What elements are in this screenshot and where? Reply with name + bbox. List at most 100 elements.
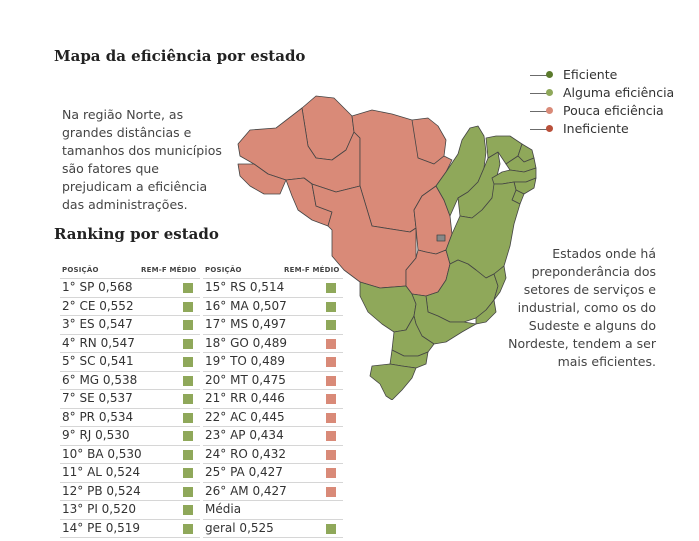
ranking-header: POSIÇÃO REM-F MÉDIO [60, 264, 200, 278]
ranking-row: 8° PR 0,534 [60, 407, 200, 427]
ranking-row: 12° PB 0,524 [60, 481, 200, 501]
ranking-text: 13° PI 0,520 [62, 502, 137, 516]
ranking-row: 20° MT 0,475 [203, 370, 343, 390]
efficiency-swatch [326, 338, 336, 349]
state-es [493, 265, 507, 301]
legend-item: Eficiente [530, 66, 674, 84]
efficiency-swatch [326, 375, 336, 386]
efficiency-swatch [183, 283, 193, 293]
efficiency-swatch [326, 301, 336, 312]
efficiency-swatch [183, 449, 193, 460]
legend-label: Ineficiente [563, 121, 629, 136]
ranking-text: 4° RN 0,547 [62, 335, 135, 350]
ranking-row: geral 0,525 [203, 518, 343, 538]
legend-label: Pouca eficiência [563, 103, 664, 118]
ranking-text: 7° SE 0,537 [62, 391, 133, 405]
ranking-row: Média [203, 500, 343, 519]
efficiency-swatch [183, 301, 193, 312]
state-ms [359, 281, 417, 333]
ranking-row: 14° PE 0,519 [60, 518, 200, 538]
ranking-title: Ranking por estado [54, 225, 219, 243]
ranking-text: 5° SC 0,541 [62, 354, 134, 368]
ranking-row: 25° PA 0,427 [203, 463, 343, 482]
ranking-row: 9° RJ 0,530 [60, 426, 200, 445]
legend-swatch [546, 107, 553, 114]
efficiency-swatch [183, 412, 193, 423]
ranking-row: 6° MG 0,538 [60, 370, 200, 390]
ranking-column-2: POSIÇÃO REM-F MÉDIO 15° RS 0,514 16° MA 0… [203, 264, 343, 538]
efficiency-swatch [183, 375, 193, 386]
efficiency-swatch [183, 523, 193, 534]
position-header: POSIÇÃO [205, 266, 242, 274]
legend-line [530, 129, 552, 130]
ranking-text: 19° TO 0,489 [205, 354, 286, 368]
legend-line [530, 111, 552, 112]
legend: Eficiente Alguma eficiência Pouca eficiênc… [530, 66, 674, 138]
ranking-row: 19° TO 0,489 [203, 352, 343, 371]
ranking-text: 25° PA 0,427 [205, 465, 283, 479]
legend-swatch [546, 125, 553, 132]
efficiency-swatch [183, 320, 193, 330]
ranking-text: 26° AM 0,427 [205, 483, 287, 498]
ranking-row: 18° GO 0,489 [203, 333, 343, 353]
map-title: Mapa da eficiência por estado [54, 47, 306, 65]
ranking-row: 24° RO 0,432 [203, 444, 343, 464]
ranking-text: 22° AC 0,445 [205, 409, 285, 424]
ranking-text: 9° RJ 0,530 [62, 428, 130, 442]
ranking-text: 1° SP 0,568 [62, 280, 133, 294]
state-rs [369, 363, 417, 400]
efficiency-swatch [183, 394, 193, 404]
legend-label: Eficiente [563, 67, 618, 82]
ranking-row: 7° SE 0,537 [60, 389, 200, 408]
ranking-text: 3° ES 0,547 [62, 317, 133, 331]
ranking-text: 6° MG 0,538 [62, 372, 138, 387]
efficiency-swatch [183, 431, 193, 441]
efficiency-swatch [183, 505, 193, 515]
state-ac [237, 163, 287, 195]
ranking-row: 21° RR 0,446 [203, 389, 343, 408]
efficiency-swatch [326, 283, 336, 293]
north-region-note: Na região Norte, as grandes distâncias e… [62, 107, 222, 212]
ranking-row: 3° ES 0,547 [60, 315, 200, 334]
rem-header: REM-F MÉDIO [284, 266, 340, 274]
ranking-rows: 15° RS 0,514 16° MA 0,507 17° MS 0,497 18° … [203, 278, 343, 538]
efficiency-swatch [326, 320, 336, 330]
efficiency-swatch [326, 412, 336, 423]
ranking-row: 2° CE 0,552 [60, 296, 200, 316]
legend-item: Pouca eficiência [530, 102, 674, 120]
legend-swatch [546, 71, 553, 78]
position-header: POSIÇÃO [62, 266, 99, 274]
ranking-header: POSIÇÃO REM-F MÉDIO [203, 264, 343, 278]
legend-item: Alguma eficiência [530, 84, 674, 102]
ranking-row: 26° AM 0,427 [203, 481, 343, 501]
ranking-text: 17° MS 0,497 [205, 317, 287, 331]
ranking-text: 8° PR 0,534 [62, 409, 134, 424]
brazil-map [237, 95, 537, 400]
efficiency-swatch [183, 486, 193, 497]
ranking-row: 4° RN 0,547 [60, 333, 200, 353]
ranking-row: 17° MS 0,497 [203, 315, 343, 334]
ranking-text: 11° AL 0,524 [62, 465, 141, 479]
rem-header: REM-F MÉDIO [141, 266, 197, 274]
ranking-row: 16° MA 0,507 [203, 296, 343, 316]
ranking-row: 11° AL 0,524 [60, 463, 200, 482]
ranking-row: 23° AP 0,434 [203, 426, 343, 445]
efficiency-swatch [326, 468, 336, 478]
ranking-text: 21° RR 0,446 [205, 391, 285, 405]
ranking-text: 20° MT 0,475 [205, 372, 286, 387]
legend-label: Alguma eficiência [563, 85, 675, 100]
efficiency-swatch [326, 523, 336, 534]
state-df [436, 234, 446, 242]
ranking-text: geral 0,525 [205, 520, 274, 535]
ranking-text: Média [205, 502, 242, 516]
ranking-text: 24° RO 0,432 [205, 446, 287, 461]
ranking-text: 12° PB 0,524 [62, 483, 141, 498]
legend-line [530, 93, 552, 94]
southeast-note: Estados onde há preponderância dos setor… [508, 246, 656, 369]
efficiency-swatch [326, 357, 336, 367]
ranking-row: 10° BA 0,530 [60, 444, 200, 464]
ranking-text: 16° MA 0,507 [205, 298, 287, 313]
ranking-row: 1° SP 0,568 [60, 278, 200, 297]
ranking-row: 22° AC 0,445 [203, 407, 343, 427]
legend-swatch [546, 89, 553, 96]
